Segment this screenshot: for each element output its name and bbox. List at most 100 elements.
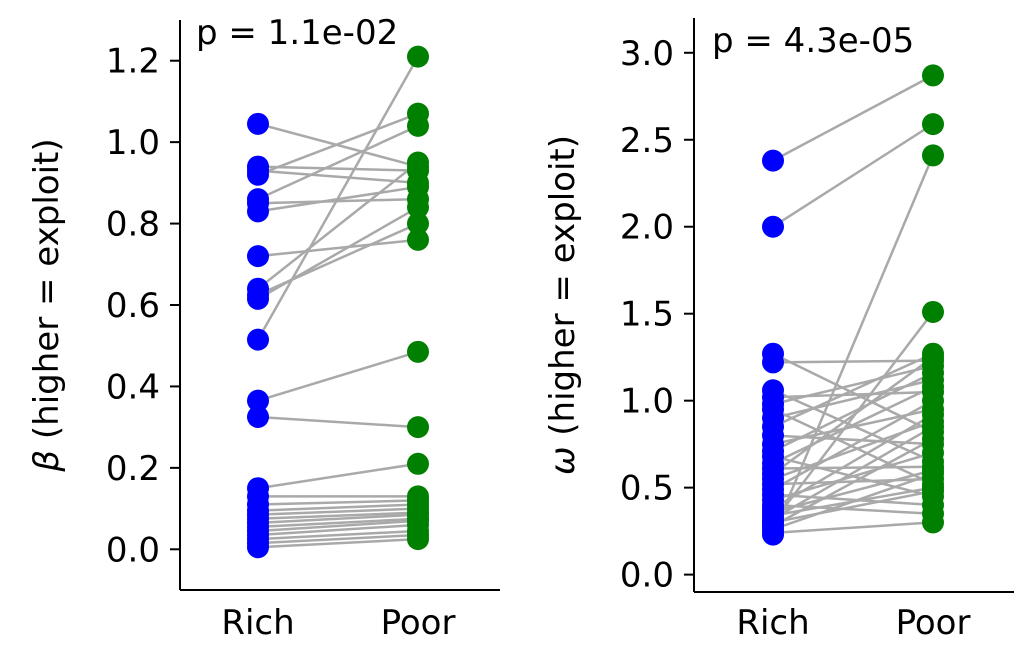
pair-line bbox=[257, 206, 419, 300]
x-tick-label-poor: Poor bbox=[896, 603, 971, 643]
y-axis-label-text: (higher = exploit) bbox=[27, 138, 67, 450]
pair-line bbox=[772, 371, 934, 453]
poor-point bbox=[922, 113, 944, 136]
pair-line bbox=[772, 489, 934, 524]
poor-point bbox=[922, 480, 944, 503]
pair-line bbox=[772, 359, 934, 364]
poor-point bbox=[407, 340, 429, 363]
y-tick-label: 1.0 bbox=[620, 382, 674, 422]
pair-line bbox=[772, 472, 934, 531]
poor-point bbox=[407, 151, 429, 174]
pair-line bbox=[257, 499, 419, 506]
poor-point bbox=[922, 144, 944, 167]
rich-point bbox=[247, 112, 269, 135]
pair-line bbox=[772, 123, 934, 228]
pair-line bbox=[772, 385, 934, 465]
pair-line bbox=[257, 537, 419, 549]
y-tick-label: 0.0 bbox=[620, 556, 674, 596]
y-tick-label: 1.0 bbox=[106, 123, 160, 163]
rich-point bbox=[247, 200, 269, 223]
y-axis-label-symbol: ω bbox=[543, 447, 583, 475]
y-ticks: 0.0 0.5 1.0 1.5 2.0 2.5 3.0 bbox=[620, 34, 694, 596]
pair-line bbox=[257, 511, 419, 520]
poor-point bbox=[407, 114, 429, 137]
y-axis-label: β (higher = exploit) bbox=[27, 138, 67, 472]
rich-point bbox=[247, 405, 269, 428]
y-tick-label: 3.0 bbox=[620, 34, 674, 74]
rich-point bbox=[247, 389, 269, 412]
poor-point bbox=[922, 346, 944, 369]
pair-dots bbox=[247, 45, 429, 559]
pair-line bbox=[772, 74, 934, 162]
pair-line bbox=[257, 350, 419, 402]
pair-lines bbox=[256, 56, 420, 549]
pair-line bbox=[772, 465, 934, 470]
y-tick-label: 0.5 bbox=[620, 469, 674, 509]
rich-point bbox=[762, 351, 784, 374]
pair-line bbox=[772, 408, 934, 486]
y-tick-label: 0.6 bbox=[106, 286, 160, 326]
pair-line bbox=[771, 154, 935, 536]
y-axis-label-symbol: β bbox=[27, 450, 67, 473]
pair-line bbox=[257, 517, 419, 529]
pair-line bbox=[257, 529, 419, 541]
poor-point bbox=[407, 212, 429, 235]
y-tick-label: 0.8 bbox=[106, 205, 160, 245]
y-tick-label: 2.5 bbox=[620, 121, 674, 161]
poor-point bbox=[407, 196, 429, 219]
pair-line bbox=[772, 364, 934, 406]
poor-point bbox=[922, 300, 944, 323]
pair-line bbox=[772, 390, 934, 399]
poor-point bbox=[407, 228, 429, 251]
pair-line bbox=[257, 533, 419, 545]
panel-omega: 0.0 0.5 1.0 1.5 2.0 2.5 3.0 Rich Poor p = 4.3e… bbox=[543, 18, 1014, 643]
pair-line bbox=[257, 165, 419, 172]
poor-point bbox=[407, 416, 429, 439]
pair-dots bbox=[762, 64, 944, 546]
pair-line bbox=[257, 197, 419, 205]
rich-point bbox=[247, 536, 269, 559]
pair-line bbox=[772, 521, 934, 535]
pair-line bbox=[772, 425, 934, 521]
poor-point bbox=[922, 427, 944, 450]
pair-line bbox=[772, 352, 934, 434]
rich-point bbox=[762, 215, 784, 238]
y-tick-label: 0.4 bbox=[106, 367, 160, 407]
x-tick-label-rich: Rich bbox=[736, 603, 809, 643]
y-axis-label: ω (higher = exploit) bbox=[543, 135, 583, 475]
rich-point bbox=[762, 511, 784, 534]
y-tick-label: 0.0 bbox=[106, 530, 160, 570]
pair-line bbox=[257, 124, 419, 201]
pair-line bbox=[257, 519, 419, 533]
pair-line bbox=[257, 507, 419, 516]
pair-line bbox=[257, 169, 419, 185]
rich-point bbox=[247, 328, 269, 351]
rich-point bbox=[247, 245, 269, 268]
pair-line bbox=[772, 352, 934, 428]
pair-line bbox=[772, 493, 934, 507]
poor-point bbox=[407, 45, 429, 68]
pair-line bbox=[772, 413, 934, 510]
y-tick-label: 0.2 bbox=[106, 449, 160, 489]
pair-lines bbox=[771, 74, 935, 536]
pair-line bbox=[257, 161, 419, 290]
panel-beta: 0.0 0.2 0.4 0.6 0.8 1.0 1.2 Rich Poor p = 1.1e… bbox=[27, 13, 500, 643]
y-axis-label-text: (higher = exploit) bbox=[543, 135, 583, 447]
poor-point bbox=[922, 462, 944, 485]
poor-point bbox=[922, 511, 944, 534]
poor-point bbox=[407, 175, 429, 198]
poor-point bbox=[407, 528, 429, 551]
y-tick-label: 1.5 bbox=[620, 295, 674, 335]
y-tick-label: 1.2 bbox=[106, 42, 160, 82]
pair-line bbox=[772, 469, 934, 514]
pair-line bbox=[257, 503, 419, 512]
x-tick-label-poor: Poor bbox=[381, 603, 456, 643]
p-value-annotation: p = 1.1e-02 bbox=[196, 13, 398, 53]
pair-line bbox=[772, 437, 934, 528]
poor-point bbox=[407, 452, 429, 475]
pair-line bbox=[256, 56, 420, 341]
pair-line bbox=[257, 523, 419, 537]
pair-line bbox=[257, 513, 419, 525]
x-tick-label-rich: Rich bbox=[221, 603, 294, 643]
